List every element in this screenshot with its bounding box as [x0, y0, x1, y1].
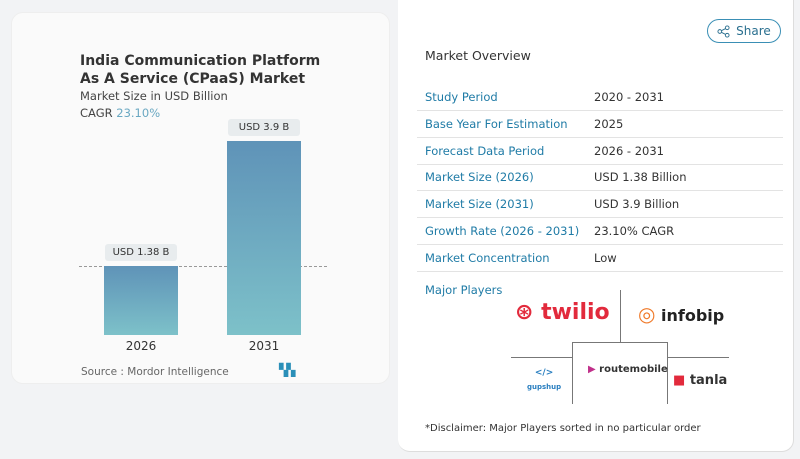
row-label: Base Year For Estimation: [425, 116, 568, 131]
row-label: Growth Rate (2026 - 2031): [425, 224, 580, 238]
mordor-logo: ▚▚: [279, 363, 295, 377]
x-tick-label: 2026: [125, 339, 157, 353]
overview-row: Base Year For Estimation 2025: [417, 111, 783, 138]
divider: [620, 290, 621, 342]
overview-row: Market Size (2031) USD 3.9 Billion: [417, 191, 783, 219]
overview-row: Study Period 2020 - 2031: [417, 84, 783, 111]
tanla-logo: ■ tanla: [673, 373, 728, 388]
row-label: Market Size (2026): [425, 170, 534, 185]
overview-title: Market Overview: [425, 48, 531, 63]
overview-row: Market Size (2026) USD 1.38 Billion: [417, 164, 783, 192]
reference-line: [79, 266, 327, 267]
x-tick-label: 2031: [248, 339, 280, 353]
gupshup-logo: </> gupshup: [527, 368, 562, 391]
source: Source : Mordor Intelligence: [81, 366, 229, 378]
bar-2026: [104, 266, 178, 335]
overview-row: Market Concentration Low: [417, 245, 783, 272]
infobip-logo: ◎ infobip: [638, 302, 725, 326]
chart-card: [11, 12, 390, 384]
overview-row: Forecast Data Period 2026 - 2031: [417, 138, 783, 165]
overview-row: Growth Rate (2026 - 2031) 23.10% CAGR: [417, 218, 783, 245]
row-value: USD 3.9 Billion: [594, 197, 680, 212]
data-label: USD 3.9 B: [228, 119, 300, 137]
logo-box: [572, 342, 668, 404]
share-button[interactable]: Share: [707, 19, 781, 43]
row-value: 2020 - 2031: [594, 90, 664, 104]
routemobile-logo: ▶ routemobile: [588, 364, 668, 375]
row-label: Market Size (2031): [425, 197, 534, 212]
major-players-title: Major Players: [425, 283, 503, 297]
row-value: Low: [594, 250, 617, 265]
share-icon: [717, 24, 730, 38]
disclaimer: *Disclaimer: Major Players sorted in no …: [425, 423, 701, 434]
bar-2031: [227, 141, 301, 335]
row-value: 2025: [594, 116, 624, 131]
chart-title: India Communication Platform As A Servic…: [80, 53, 321, 87]
row-label: Market Concentration: [425, 250, 550, 265]
row-label: Forecast Data Period: [425, 143, 545, 158]
chart-subtitle: Market Size in USD Billion: [80, 89, 228, 103]
cagr: CAGR 23.10%: [80, 106, 160, 120]
cagr-label: CAGR: [80, 106, 113, 120]
row-label: Study Period: [425, 90, 498, 104]
twilio-logo: ⊛ twilio: [515, 300, 610, 325]
row-value: USD 1.38 Billion: [594, 170, 687, 185]
share-label: Share: [736, 24, 771, 38]
data-label: USD 1.38 B: [105, 244, 177, 262]
row-value: 23.10% CAGR: [594, 224, 675, 238]
row-value: 2026 - 2031: [594, 143, 664, 158]
cagr-value: 23.10%: [116, 106, 161, 120]
